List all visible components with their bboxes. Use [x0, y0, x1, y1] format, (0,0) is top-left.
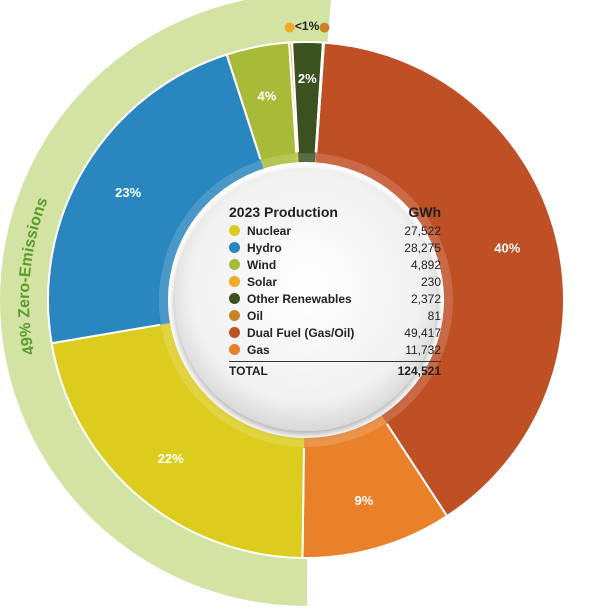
- center-disc: [175, 169, 437, 431]
- legend-item: Solar: [229, 275, 277, 289]
- legend-value: 28,275: [404, 240, 441, 255]
- legend-item: Nuclear: [229, 224, 291, 238]
- legend-value: 11,732: [405, 342, 441, 357]
- legend-row-dual-fuel-gas-oil: Dual Fuel (Gas/Oil) 49,417: [229, 324, 441, 341]
- legend-label: Dual Fuel (Gas/Oil): [247, 325, 355, 340]
- legend-swatch: [229, 276, 240, 287]
- legend-item: Gas: [229, 343, 270, 357]
- legend-rows: Nuclear 27,522 Hydro 28,275 Wind 4,892 Solar 23…: [229, 222, 441, 358]
- legend-label: Nuclear: [247, 223, 292, 238]
- legend-swatch: [229, 259, 240, 270]
- percent-label-wind: 4%: [258, 89, 277, 104]
- legend-label: Gas: [247, 342, 270, 357]
- inner-ring-oil: [315, 152, 317, 163]
- small-slice-marker-oil: [319, 22, 330, 33]
- legend-row-solar: Solar 230: [229, 273, 441, 290]
- legend-table: 2023 Production GWh Nuclear 27,522 Hydro 28…: [229, 204, 441, 378]
- legend-title: 2023 Production: [229, 204, 338, 220]
- legend-item: Hydro: [229, 241, 282, 255]
- inner-ring-wind: [260, 152, 297, 169]
- legend-value: 49,417: [404, 325, 441, 340]
- legend-value: 2,372: [410, 291, 441, 306]
- legend-value: 230: [420, 274, 441, 289]
- legend-row-hydro: Hydro 28,275: [229, 239, 441, 256]
- inner-ring-nuclear: [160, 323, 305, 448]
- legend-header: 2023 Production GWh: [229, 204, 441, 220]
- legend-item: Wind: [229, 258, 276, 272]
- legend-unit-header: GWh: [408, 204, 441, 220]
- percent-label-nuclear: 22%: [158, 451, 184, 466]
- legend-value: 27,522: [404, 223, 441, 238]
- inner-ring-hydro: [158, 159, 264, 325]
- legend-row-nuclear: Nuclear 27,522: [229, 222, 441, 239]
- legend-label: Solar: [247, 274, 278, 289]
- percent-label-dual-fuel-gas-oil: 40%: [494, 241, 520, 256]
- legend-total-label: TOTAL: [229, 364, 268, 378]
- percent-label-hydro: 23%: [115, 185, 141, 200]
- small-slice-marker-solar: [284, 22, 295, 33]
- legend-swatch: [229, 344, 240, 355]
- percent-label-other-renewables: 2%: [298, 71, 317, 86]
- legend-total-value: 124,521: [397, 364, 441, 378]
- legend-item: Dual Fuel (Gas/Oil): [229, 326, 354, 340]
- legend-swatch: [229, 242, 240, 253]
- legend-label: Hydro: [247, 240, 282, 255]
- legend-label: Other Renewables: [247, 291, 352, 306]
- legend-swatch: [229, 293, 240, 304]
- legend-item: Oil: [229, 309, 263, 323]
- legend-row-wind: Wind 4,892: [229, 256, 441, 273]
- percent-label-gas: 9%: [355, 493, 374, 508]
- legend-swatch: [229, 310, 240, 321]
- legend-item: Other Renewables: [229, 292, 352, 306]
- inner-ring-other-renewables: [298, 152, 316, 163]
- small-slice-note: <1%: [295, 19, 320, 33]
- legend-swatch: [229, 327, 240, 338]
- legend-value: 81: [427, 308, 441, 323]
- inner-ring-dual-fuel-gas-oil: [315, 152, 454, 424]
- legend-swatch: [229, 225, 240, 236]
- legend-total-row: TOTAL 124,521: [229, 361, 441, 378]
- inner-ring-gas: [303, 415, 387, 448]
- legend-row-other-renewables: Other Renewables 2,372: [229, 290, 441, 307]
- zero-emissions-band: [0, 0, 332, 607]
- legend-row-oil: Oil 81: [229, 307, 441, 324]
- legend-label: Oil: [247, 308, 264, 323]
- legend-value: 4,892: [410, 257, 441, 272]
- legend-row-gas: Gas 11,732: [229, 341, 441, 358]
- inner-ring-solar: [296, 152, 299, 163]
- legend-label: Wind: [247, 257, 277, 272]
